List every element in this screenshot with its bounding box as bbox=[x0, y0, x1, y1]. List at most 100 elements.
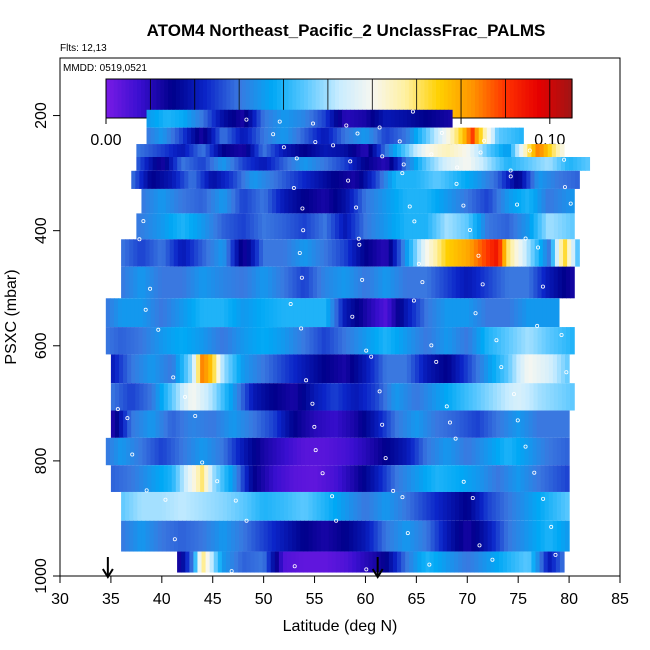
heatmap-cell bbox=[516, 465, 522, 492]
heatmap-cell bbox=[269, 410, 274, 438]
heatmap-cell bbox=[198, 520, 204, 552]
heatmap-cell bbox=[156, 156, 162, 171]
heatmap-cell bbox=[233, 170, 238, 189]
heatmap-cell bbox=[558, 170, 564, 189]
heatmap-cell bbox=[447, 354, 453, 384]
heatmap-cell bbox=[294, 170, 299, 189]
heatmap-cell bbox=[552, 156, 558, 171]
heatmap-cell bbox=[447, 188, 453, 214]
heatmap-cell bbox=[316, 520, 322, 552]
heatmap-cell bbox=[297, 383, 303, 411]
heatmap-cell bbox=[145, 520, 151, 552]
heatmap-cell bbox=[146, 109, 152, 128]
heatmap-cell bbox=[516, 437, 521, 466]
heatmap-cell bbox=[216, 383, 222, 411]
heatmap-cell bbox=[143, 170, 149, 189]
heatmap-cell bbox=[475, 156, 480, 171]
heatmap-cell bbox=[557, 327, 563, 355]
heatmap-cell bbox=[443, 354, 449, 384]
sample-marker bbox=[410, 109, 415, 114]
heatmap-cell bbox=[394, 109, 400, 128]
heatmap-cell bbox=[528, 520, 534, 552]
heatmap-cell bbox=[151, 383, 157, 411]
heatmap-cell bbox=[500, 327, 506, 355]
colorbar-swatch bbox=[214, 79, 220, 118]
heatmap-cell bbox=[280, 188, 285, 214]
heatmap-cell bbox=[483, 410, 489, 438]
heatmap-cell bbox=[575, 239, 580, 267]
heatmap-cell bbox=[386, 109, 392, 128]
heatmap-cell bbox=[466, 127, 472, 145]
heatmap-cell bbox=[231, 188, 236, 214]
heatmap-cell bbox=[449, 239, 455, 267]
colorbar-swatch bbox=[490, 79, 495, 118]
heatmap-cell bbox=[186, 520, 191, 552]
heatmap-cell bbox=[224, 354, 230, 384]
heatmap-cell bbox=[312, 127, 318, 145]
heatmap-cell bbox=[279, 520, 285, 552]
heatmap-cell bbox=[440, 213, 446, 240]
heatmap-cell bbox=[525, 327, 530, 355]
heatmap-cell bbox=[387, 170, 393, 189]
heatmap-cell bbox=[318, 213, 324, 240]
heatmap-cell bbox=[561, 266, 567, 299]
heatmap-cell bbox=[121, 491, 126, 521]
heatmap-cell bbox=[260, 109, 266, 128]
heatmap-cell bbox=[364, 144, 370, 157]
heatmap-cell bbox=[255, 188, 261, 214]
heatmap-cell bbox=[520, 520, 525, 552]
heatmap-cell bbox=[352, 156, 358, 171]
heatmap-cell bbox=[345, 437, 351, 466]
heatmap-cell bbox=[181, 144, 186, 157]
heatmap-cell bbox=[517, 213, 523, 240]
heatmap-cell bbox=[361, 520, 367, 552]
heatmap-cell bbox=[516, 410, 522, 438]
heatmap-cell bbox=[470, 127, 476, 145]
heatmap-cell bbox=[136, 156, 142, 171]
heatmap-cell bbox=[532, 437, 538, 466]
heatmap-cell bbox=[408, 239, 414, 267]
heatmap-cell bbox=[371, 298, 376, 328]
heatmap-cell bbox=[211, 298, 217, 328]
heatmap-cell bbox=[235, 188, 241, 214]
heatmap-cell bbox=[378, 109, 384, 128]
heatmap-cell bbox=[164, 213, 170, 240]
heatmap-cell bbox=[435, 465, 440, 492]
colorbar-swatch bbox=[385, 79, 391, 118]
heatmap-cell bbox=[532, 465, 538, 492]
heatmap-cell bbox=[234, 156, 240, 171]
heatmap-cell bbox=[198, 266, 204, 299]
heatmap-cell bbox=[277, 170, 283, 189]
heatmap-cell bbox=[197, 144, 203, 157]
heatmap-cell bbox=[284, 520, 289, 552]
heatmap-cell bbox=[199, 127, 204, 145]
sample-marker bbox=[515, 202, 520, 207]
heatmap-cell bbox=[386, 437, 391, 466]
heatmap-cell bbox=[315, 156, 321, 171]
colorbar-swatch bbox=[416, 79, 422, 118]
heatmap-cell bbox=[129, 491, 134, 521]
colorbar-swatch bbox=[478, 79, 484, 118]
heatmap-cell bbox=[329, 266, 334, 299]
heatmap-cell bbox=[135, 170, 141, 189]
heatmap-cell bbox=[204, 465, 209, 492]
heatmap-cell bbox=[193, 144, 199, 157]
sample-marker bbox=[299, 275, 304, 280]
heatmap-cell bbox=[548, 156, 554, 171]
heatmap-cell bbox=[219, 327, 225, 355]
heatmap-cell bbox=[479, 156, 484, 171]
heatmap-cell bbox=[395, 213, 401, 240]
heatmap-cell bbox=[277, 298, 282, 328]
heatmap-cell bbox=[500, 266, 506, 299]
heatmap-cell bbox=[260, 327, 266, 355]
heatmap-cell bbox=[160, 213, 166, 240]
heatmap-cell bbox=[297, 109, 302, 128]
heatmap-cell bbox=[434, 437, 440, 466]
heatmap-cell bbox=[178, 437, 184, 466]
heatmap-cell bbox=[372, 239, 378, 267]
colorbar-swatch bbox=[218, 79, 224, 118]
heatmap-cell bbox=[435, 266, 441, 299]
heatmap-cell bbox=[262, 156, 268, 171]
heatmap-cell bbox=[265, 170, 271, 189]
heatmap-cell bbox=[508, 437, 513, 466]
